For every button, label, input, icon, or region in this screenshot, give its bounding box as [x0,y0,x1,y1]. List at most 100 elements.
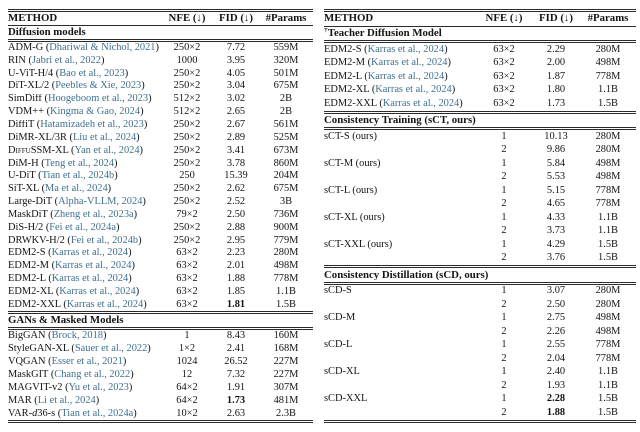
table-row: EDM2-XL (Karras et al., 2024) 63×2 1.80 1.1… [324,84,636,98]
citation-link[interactable]: Bao et al., 2023 [59,68,125,79]
citation-link[interactable]: Karras et al., 2024 [367,71,445,82]
params-cell: 1.1B [598,226,618,237]
citation-link[interactable]: Chang et al., 2022 [54,370,131,380]
fid-cell: 2.75 [546,313,566,324]
citation-link[interactable]: Karras et al., 2024 [51,248,129,259]
citation-link[interactable]: Tian et al., 2024a [61,408,134,419]
citation-link[interactable]: Karras et al., 2024 [382,98,460,109]
table-row: EDM2-L (Karras et al., 2024) 63×2 1.88 778M [8,273,313,286]
params-cell: 779M [273,235,299,246]
fid-cell: 1.93 [546,380,566,391]
table-row: DiffuSSM-XL (Yan et al., 2024) 250×2 3.41 6… [8,144,313,157]
params-cell: 1.5B [276,299,296,310]
citation-link[interactable]: Liu et al., 2024 [72,132,137,143]
params-cell: 1.5B [598,394,618,405]
params-cell: 1.5B [598,253,618,264]
method-name-part: VAR- [8,408,33,419]
citation-link[interactable]: Fei et al., 2024a [49,222,116,233]
citation-link[interactable]: Karras et al., 2024 [66,299,144,310]
table-row: MAGVIT-v2 (Yu et al., 2023) 64×2 1.91 307M [8,382,313,395]
section-top-rule [324,110,636,114]
citation-link[interactable]: Jabri et al., 2022 [31,55,101,66]
method-cell: sCT-L (ours) [324,185,378,196]
params-cell: 307M [273,382,299,393]
citation-link[interactable]: Li et al., 2024 [37,395,96,406]
nfe-cell: 1000 [176,55,198,66]
params-cell: 481M [273,395,299,406]
params-cell: 160M [273,331,299,342]
citation-link[interactable]: Sauer et al., 2022 [74,344,148,355]
citation-link[interactable]: Yu et al., 2023 [68,382,129,393]
params-cell: 1.5B [598,407,618,418]
nfe-cell: 63×2 [176,274,198,285]
citation-link[interactable]: Esser et al., 2021 [51,357,123,368]
col-header-params: #Params [265,13,307,24]
params-cell: 778M [595,199,621,210]
citation-link[interactable]: Karras et al., 2024 [59,286,136,297]
fid-cell: 1.88 [546,407,566,418]
citation-link[interactable]: Alpha-VLLM, 2024 [58,197,143,208]
method-cell: RIN (Jabri et al., 2022) [8,55,105,66]
fid-cell: 3.04 [226,81,246,92]
citation-link[interactable]: Teng et al., 2024 [44,158,115,169]
nfe-cell: 1 [501,313,507,324]
section-bottom-rule [324,40,636,44]
citation-link[interactable]: Zheng et al., 2023a [53,209,134,220]
nfe-cell: 63×2 [176,286,198,297]
citation-link[interactable]: Brock, 2018 [51,331,103,342]
method-cell: sCT-XXL (ours) [324,239,393,250]
method-cell: VQGAN (Esser et al., 2021) [8,357,127,368]
table-row: sCD-XXL 1 2.28 1.5B [324,393,636,407]
citation-link[interactable]: Yan et al., 2024 [74,145,140,156]
nfe-cell: 2 [501,145,507,156]
nfe-cell: 2 [501,172,507,183]
method-cell: DiT-XL/2 (Peebles & Xie, 2023) [8,81,145,92]
fid-cell: 7.32 [226,370,246,380]
section-header-row: Diffusion models [8,26,313,39]
fid-cell: 4.05 [226,68,246,79]
citation-link[interactable]: Hoogeboom et al., 2023 [47,94,149,105]
table-row: sCD-S 1 3.07 280M [324,285,636,299]
params-cell: 498M [595,158,621,169]
params-cell: 1.1B [598,212,618,223]
fid-cell: 2.40 [546,367,566,378]
citation-link[interactable]: Karras et al., 2024 [375,85,452,96]
fid-cell: 2.65 [226,107,246,118]
citation-link[interactable]: Peebles & Xie, 2023 [55,81,142,92]
table-row: sCD-L 1 2.55 778M [324,339,636,353]
table-row: VQGAN (Esser et al., 2021) 1024 26.52 227M [8,356,313,369]
nfe-cell: 250×2 [173,184,201,195]
fid-cell: 2.26 [546,326,566,337]
table-row: MaskGIT (Chang et al., 2022) 12 7.32 227M [8,369,313,382]
fid-cell: 2.01 [226,261,246,272]
citation-link[interactable]: Karras et al., 2024 [367,44,445,55]
citation-link[interactable]: Karras et al., 2024 [51,274,129,285]
nfe-cell: 2 [501,226,507,237]
citation-link[interactable]: Karras et al., 2024 [371,58,448,69]
params-cell: 778M [595,71,621,82]
params-cell: 1.1B [598,85,618,96]
citation-link[interactable]: Kingma & Gao, 2024 [50,107,141,118]
citation-link[interactable]: Karras et al., 2024 [55,261,132,272]
nfe-cell: 512×2 [173,94,201,105]
citation-link[interactable]: Tian et al., 2024b [41,171,115,182]
fid-cell: 2.55 [546,340,566,351]
col-header-fid: FID (↓) [219,13,253,24]
table-top-rule [8,9,313,12]
fid-cell: 1.81 [226,299,246,310]
citation-link[interactable]: Fei et al., 2024b [70,235,139,246]
method-name-part: d [32,408,38,419]
nfe-cell: 1 [501,158,507,169]
method-cell: DiS-H/2 (Fei et al., 2024a) [8,222,120,233]
citation-link[interactable]: Hatamizadeh et al., 2023 [40,119,144,130]
fid-cell: 10.13 [544,131,568,142]
nfe-cell: 1 [501,394,507,405]
table-row: BigGAN (Brock, 2018) 1 8.43 160M [8,330,313,343]
citation-link[interactable]: Dhariwal & Nichol, 2021 [49,42,156,53]
method-name-part: D [8,145,16,156]
params-cell: 2.3B [276,408,296,419]
citation-link[interactable]: Ma et al., 2024 [45,184,108,195]
nfe-cell: 250×2 [173,235,201,246]
header-rule [8,24,313,26]
table-row: sCT-XL (ours) 1 4.33 1.1B [324,211,636,225]
